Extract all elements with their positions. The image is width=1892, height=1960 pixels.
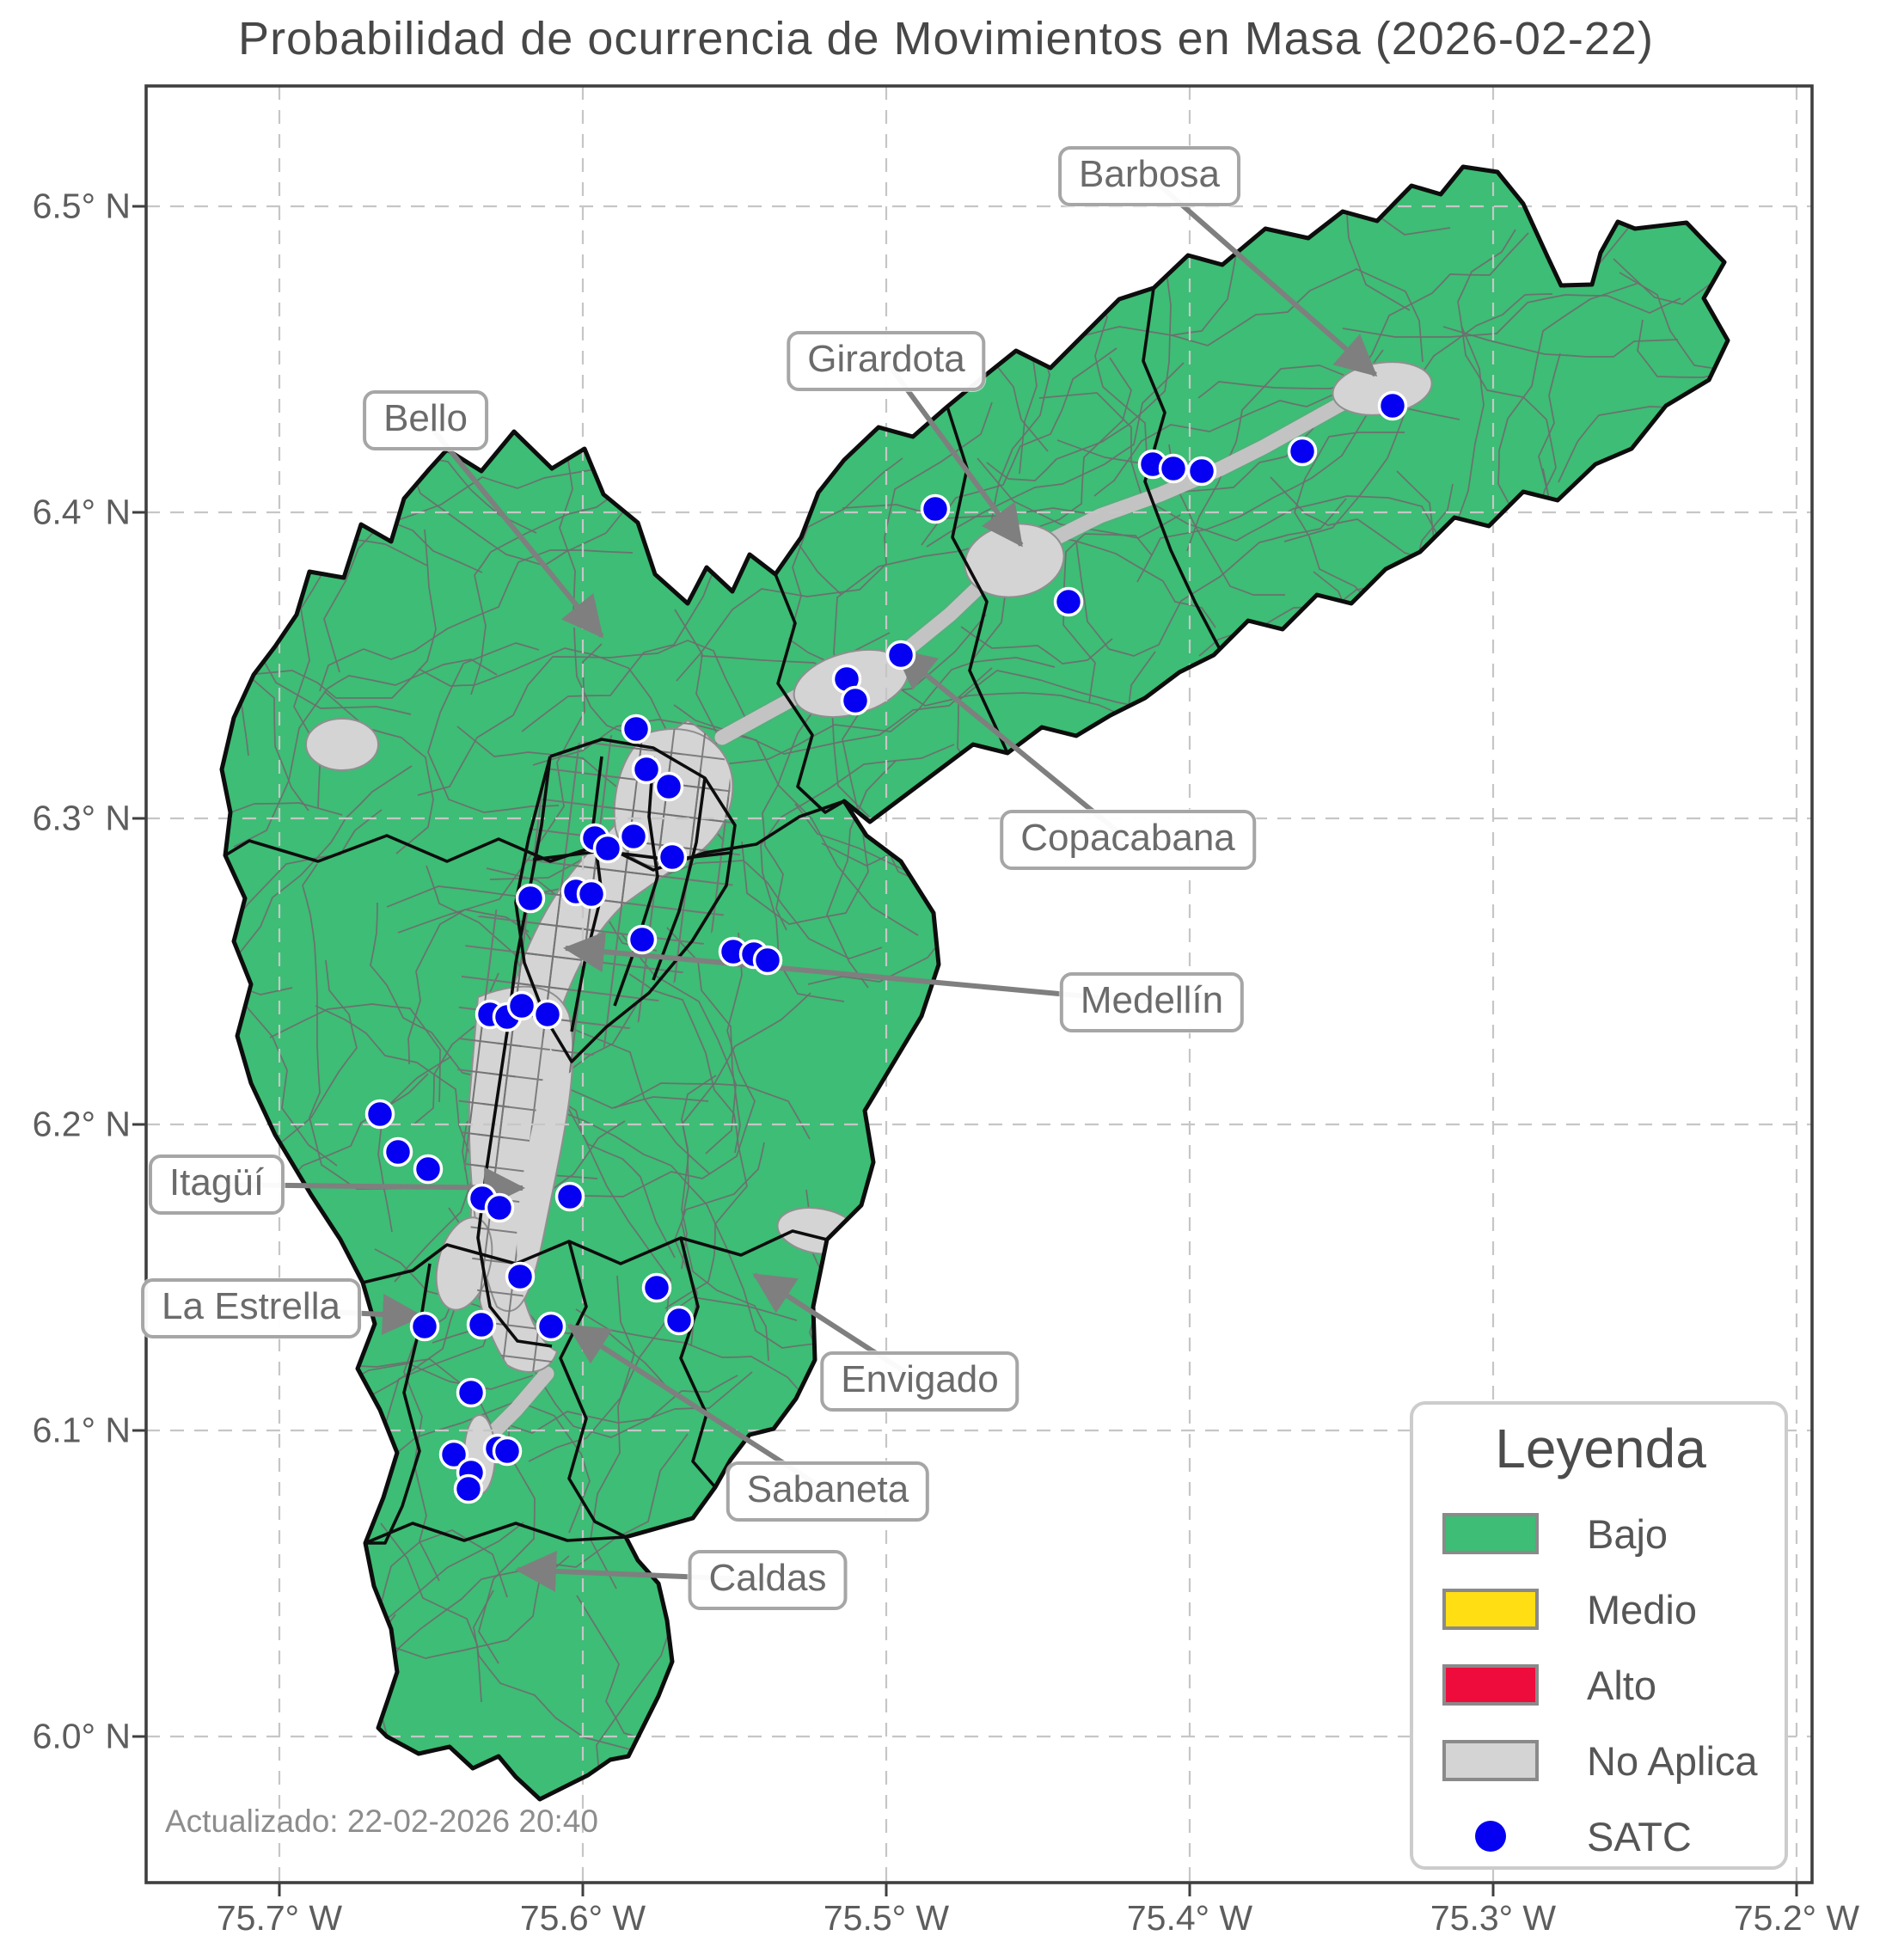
legend-item-bajo: Bajo	[1442, 1496, 1759, 1571]
satc-dot	[1186, 456, 1217, 487]
label-itagui: Itagüí	[148, 1155, 285, 1215]
satc-dot	[453, 1473, 484, 1504]
legend-satc-dot-icon	[1475, 1821, 1506, 1852]
legend-item-label: SATC	[1587, 1813, 1692, 1859]
y-tick-label: 6.0° N	[32, 1716, 131, 1756]
satc-dot	[664, 1305, 695, 1336]
satc-dot	[438, 1439, 469, 1470]
x-tick-label: 75.7° W	[216, 1898, 343, 1938]
copacabana-arrow	[893, 647, 1130, 842]
girardota-arrow	[884, 359, 1024, 548]
legend-item-satc: SATC	[1442, 1798, 1759, 1874]
satc-dot	[515, 883, 546, 914]
legend-item-medio: Medio	[1442, 1571, 1759, 1647]
satc-dot	[484, 1192, 515, 1223]
satc-dot	[536, 1311, 566, 1342]
satc-dot	[621, 714, 652, 744]
satc-dot	[1053, 586, 1084, 617]
legend-swatch	[1442, 1513, 1539, 1554]
satc-dot	[1377, 390, 1408, 421]
label-barbosa: Barbosa	[1058, 146, 1240, 206]
region-landmass	[222, 167, 1728, 1799]
label-caldas: Caldas	[688, 1550, 848, 1610]
legend-title: Leyenda	[1495, 1418, 1706, 1479]
legend-swatch	[1442, 1664, 1539, 1706]
satc-dot	[631, 754, 662, 785]
satc-dot	[1287, 436, 1318, 467]
satc-dot	[840, 685, 871, 716]
x-tick-label: 75.2° W	[1733, 1898, 1860, 1938]
satc-dot	[409, 1311, 440, 1342]
legend-item-label: No Aplica	[1587, 1737, 1758, 1784]
x-tick-label: 75.6° W	[519, 1898, 646, 1938]
y-tick-label: 6.5° N	[32, 186, 131, 226]
satc-dot	[492, 1436, 523, 1467]
satc-dot	[653, 771, 684, 802]
axis-ticks	[132, 205, 1798, 1896]
barbosa-arrow	[1148, 174, 1378, 377]
satc-dot	[554, 1181, 585, 1212]
legend-swatch	[1442, 1589, 1539, 1630]
legend-item-label: Bajo	[1587, 1510, 1669, 1557]
y-tick-label: 6.3° N	[32, 798, 131, 838]
satc-dot	[641, 1272, 672, 1303]
plot-frame	[144, 84, 1814, 1884]
y-tick-label: 6.4° N	[32, 492, 131, 532]
bello-arrow	[423, 419, 604, 639]
satc-dot	[752, 945, 783, 976]
satc-dot	[627, 924, 658, 955]
label-copacabana: Copacabana	[1000, 810, 1256, 870]
legend-item-no-aplica: No Aplica	[1442, 1723, 1759, 1798]
x-tick-label: 75.5° W	[823, 1898, 950, 1938]
satc-dot	[505, 1261, 536, 1292]
satc-dot	[592, 833, 623, 864]
updated-timestamp: Actualizado: 22-02-2026 20:40	[165, 1804, 598, 1839]
legend-item-label: Medio	[1587, 1586, 1698, 1632]
satc-dot	[885, 640, 916, 671]
legend-item-label: Alto	[1587, 1662, 1656, 1708]
satc-dot	[413, 1154, 444, 1185]
legend-rows: Bajo Medio Alto No Aplica SATC	[1442, 1496, 1759, 1874]
satc-dot	[364, 1099, 395, 1130]
region-outline	[219, 164, 1730, 1802]
satc-dot	[532, 999, 563, 1030]
label-bello: Bello	[363, 390, 488, 450]
satc-dot	[576, 879, 607, 910]
satc-dot	[618, 821, 649, 852]
label-envigado: Envigado	[820, 1351, 1019, 1412]
satc-dot	[466, 1309, 497, 1340]
x-tick-label: 75.3° W	[1430, 1898, 1557, 1938]
label-girardota: Girardota	[787, 331, 986, 391]
legend-swatch	[1442, 1740, 1539, 1781]
satc-dot	[456, 1377, 487, 1408]
chart-title: Probabilidad de ocurrencia de Movimiento…	[238, 13, 1654, 64]
label-la-estrella: La Estrella	[141, 1278, 361, 1338]
satc-dot	[657, 842, 688, 873]
satc-dot	[506, 990, 537, 1021]
legend: Leyenda Bajo Medio Alto No Aplica SATC	[1410, 1401, 1788, 1870]
y-tick-label: 6.2° N	[32, 1104, 131, 1144]
legend-item-alto: Alto	[1442, 1647, 1759, 1723]
label-medellin: Medellín	[1059, 972, 1245, 1032]
satc-dot	[1158, 453, 1189, 484]
satc-dot	[920, 493, 951, 524]
satc-dot	[383, 1136, 413, 1167]
x-tick-label: 75.4° W	[1126, 1898, 1253, 1938]
medellin-arrow	[563, 931, 1153, 1005]
y-tick-label: 6.1° N	[32, 1410, 131, 1450]
label-sabaneta: Sabaneta	[726, 1461, 930, 1522]
satc-points	[364, 390, 1408, 1504]
